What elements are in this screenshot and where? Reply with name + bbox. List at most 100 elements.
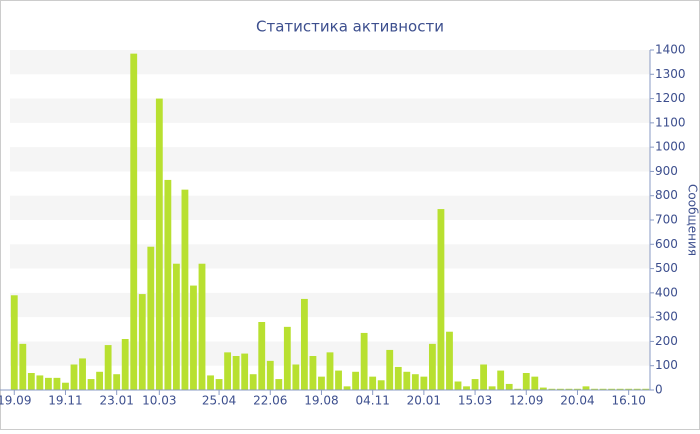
y-tick-label: 600 — [655, 237, 678, 251]
bar — [326, 352, 334, 390]
bar — [625, 388, 633, 390]
bar — [121, 339, 129, 390]
bar — [386, 349, 394, 390]
y-tick-label: 100 — [655, 358, 678, 372]
bar — [207, 375, 214, 390]
bar — [155, 98, 163, 391]
bar — [582, 386, 590, 390]
chart-title: Статистика активности — [256, 18, 444, 36]
bar — [198, 263, 206, 390]
bar — [360, 332, 368, 390]
bar — [497, 370, 505, 390]
bar — [343, 386, 351, 390]
bar — [318, 376, 325, 390]
bar — [224, 352, 232, 390]
bar — [403, 371, 411, 390]
bar — [19, 343, 27, 390]
bar — [420, 376, 428, 390]
bar — [454, 381, 462, 390]
x-tick-label: 20.01 — [407, 394, 441, 408]
bar — [147, 246, 155, 390]
bar — [172, 263, 180, 390]
grid-band — [10, 98, 650, 123]
bar — [488, 386, 496, 390]
x-tick-label: 20.04 — [560, 394, 594, 408]
x-tick-label: 23.01 — [99, 394, 133, 408]
bar — [113, 374, 121, 390]
y-tick-label: 200 — [655, 334, 678, 348]
grid-band — [10, 147, 650, 172]
bar — [633, 388, 641, 390]
x-tick-label: 10.03 — [142, 394, 176, 408]
x-tick-label: 15.03 — [458, 394, 492, 408]
bar — [62, 382, 69, 390]
bar — [480, 364, 488, 390]
grid-band — [10, 195, 650, 220]
bar — [531, 376, 539, 390]
bar — [616, 388, 624, 390]
bar — [241, 353, 249, 390]
bar — [471, 379, 479, 390]
x-tick-label: 19.09 — [0, 394, 31, 408]
bar — [642, 388, 650, 390]
bar — [70, 364, 78, 390]
bar — [36, 375, 44, 390]
y-tick-label: 400 — [655, 285, 678, 299]
bar — [599, 388, 607, 390]
bar — [565, 388, 573, 390]
y-tick-label: 1100 — [655, 115, 686, 129]
bar — [463, 386, 470, 390]
bar — [505, 383, 513, 390]
y-tick-label: 900 — [655, 164, 678, 178]
bar — [309, 356, 317, 390]
y-tick-label: 300 — [655, 310, 678, 324]
bar — [335, 370, 342, 390]
bar — [53, 377, 61, 390]
bar — [437, 209, 445, 390]
bar — [232, 356, 240, 390]
x-tick-label: 22.06 — [253, 394, 287, 408]
bar — [87, 379, 95, 390]
grid-band — [10, 244, 650, 269]
bar — [394, 366, 402, 390]
bar — [164, 179, 172, 390]
bar — [96, 371, 104, 390]
bar — [190, 285, 197, 390]
x-tick-label: 25.04 — [202, 394, 236, 408]
bar — [266, 360, 274, 390]
x-tick-label: 16.10 — [611, 394, 645, 408]
y-axis-title: Сообщения — [686, 184, 700, 256]
y-tick-label: 700 — [655, 213, 678, 227]
bar — [446, 331, 453, 390]
y-tick-label: 1200 — [655, 91, 686, 105]
bar — [249, 374, 257, 390]
bar — [428, 343, 436, 390]
y-tick-label: 1000 — [655, 140, 686, 154]
bar — [352, 371, 360, 390]
bar — [27, 373, 35, 390]
bar — [44, 377, 52, 390]
grid-band — [10, 292, 650, 318]
grid-band — [10, 50, 650, 75]
x-tick-label: 04.11 — [355, 394, 389, 408]
bar — [258, 322, 266, 390]
bar — [539, 387, 547, 390]
bar — [283, 326, 291, 390]
bar — [608, 388, 616, 390]
y-tick-label: 500 — [655, 261, 678, 275]
bar — [556, 388, 564, 390]
bar — [377, 380, 385, 390]
y-tick-label: 1300 — [655, 67, 686, 81]
bar — [591, 388, 598, 390]
bar — [138, 294, 146, 390]
bar — [514, 388, 522, 390]
y-tick-label: 0 — [655, 383, 663, 397]
bar — [292, 364, 300, 390]
y-tick-label: 800 — [655, 188, 678, 202]
x-tick-label: 12.09 — [509, 394, 543, 408]
bar — [275, 379, 283, 390]
y-tick-label: 1400 — [655, 43, 686, 57]
bar — [79, 358, 86, 390]
x-tick-label: 19.11 — [48, 394, 82, 408]
